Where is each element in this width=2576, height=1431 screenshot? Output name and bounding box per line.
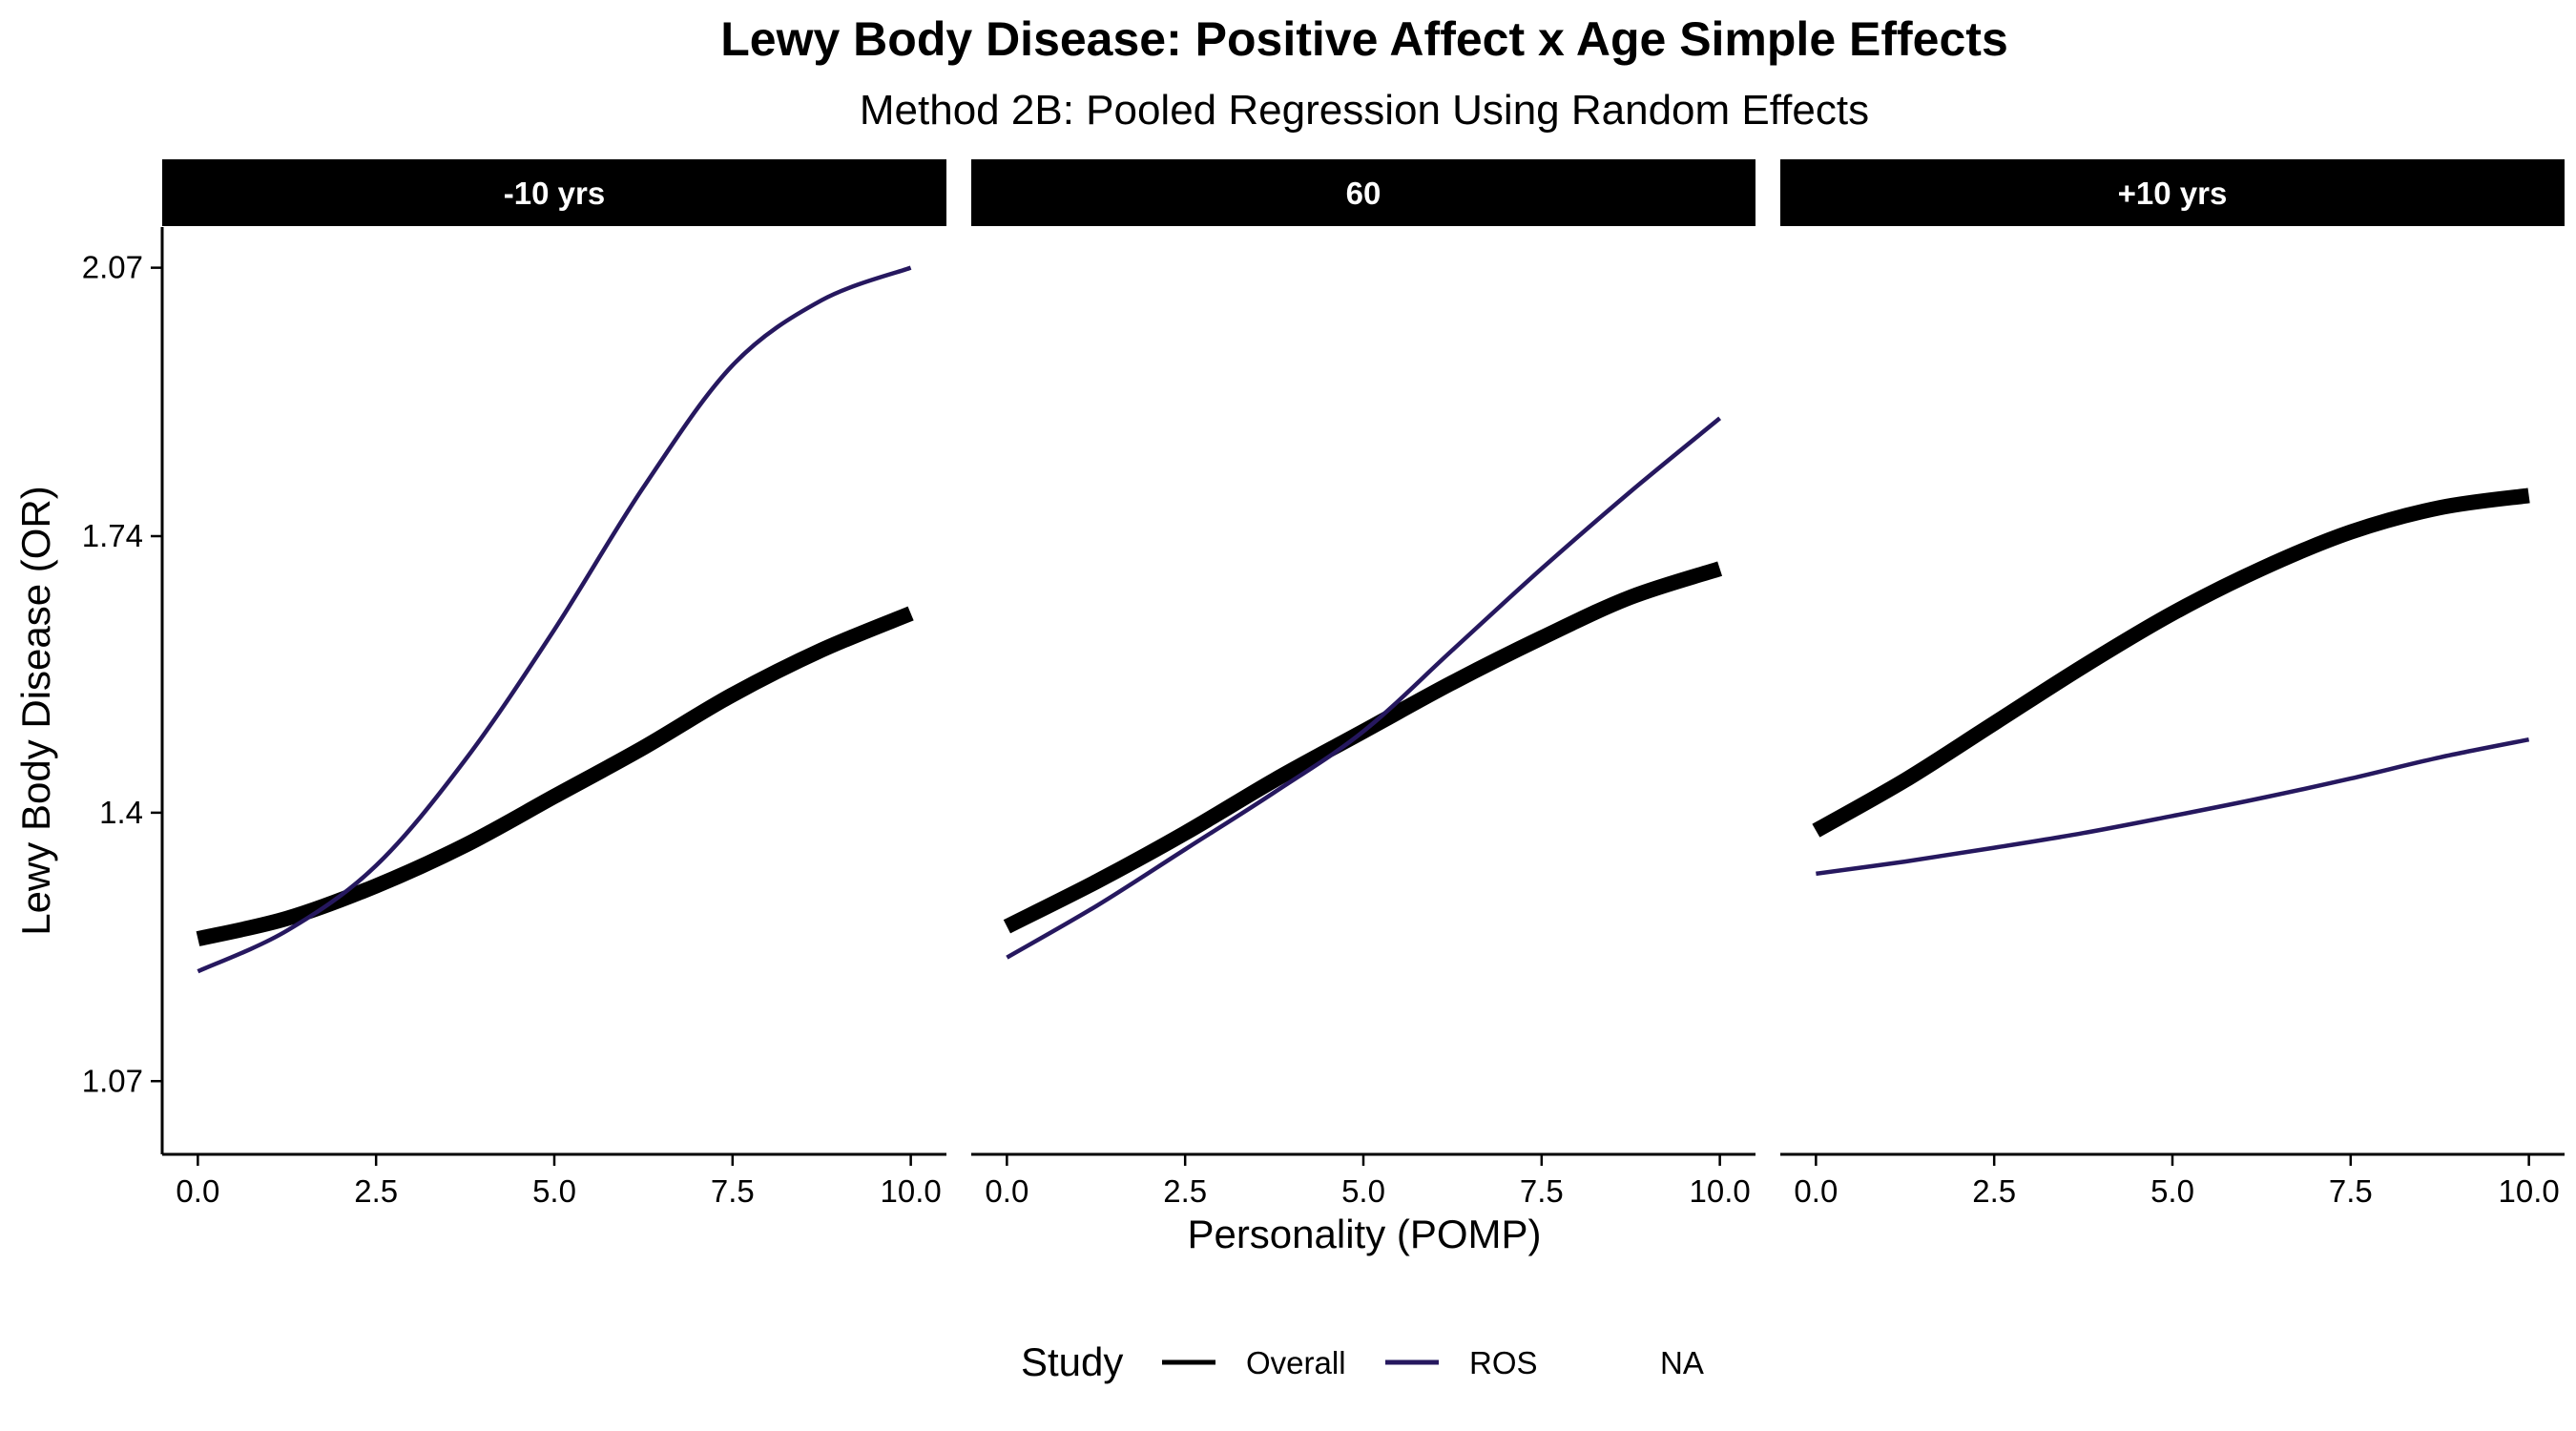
x-tick-label: 5.0: [1341, 1173, 1385, 1209]
series-line-overall: [1812, 487, 2530, 838]
facet-strip: [1780, 159, 2565, 226]
facet-strip: [162, 159, 946, 226]
x-tick-label: 0.0: [1794, 1173, 1838, 1209]
y-axis-title: Lewy Body Disease (OR): [13, 486, 58, 936]
series-line-ros: [197, 265, 912, 974]
y-tick-label: 1.07: [82, 1063, 143, 1098]
x-tick-label: 0.0: [985, 1173, 1028, 1209]
x-tick-label: 2.5: [354, 1173, 398, 1209]
x-tick-label: 10.0: [2499, 1173, 2560, 1209]
legend-item-overall: Overall: [1162, 1345, 1346, 1380]
legend: Study Overall ROS NA: [1021, 1339, 1704, 1384]
legend-label: Overall: [1246, 1345, 1346, 1380]
series-line-ros: [1816, 736, 2530, 877]
chart-subtitle: Method 2B: Pooled Regression Using Rando…: [860, 87, 1869, 134]
legend-item-na: NA: [1660, 1345, 1704, 1380]
facet-panel-1: 60 0.0 2.5 5.0 7.5 10.0: [971, 159, 1755, 1209]
facet-panel-2: +10 yrs 0.0 2.5 5.0 7.5 10.0: [1780, 159, 2565, 1209]
x-tick-label: 7.5: [711, 1173, 755, 1209]
x-tick-label: 0.0: [176, 1173, 219, 1209]
x-tick-label: 5.0: [2150, 1173, 2194, 1209]
chart-title: Lewy Body Disease: Positive Affect x Age…: [720, 12, 2008, 66]
legend-label: NA: [1660, 1345, 1704, 1380]
y-tick-label: 1.4: [99, 795, 143, 830]
legend-item-ros: ROS: [1385, 1345, 1538, 1380]
x-tick-label: 10.0: [881, 1173, 942, 1209]
facet-strip-label: +10 yrs: [2118, 176, 2228, 211]
x-tick-label: 2.5: [1972, 1173, 2016, 1209]
x-tick-label: 5.0: [532, 1173, 576, 1209]
series-line-overall: [196, 606, 914, 946]
series-line-ros: [1006, 416, 1722, 960]
facet-strip-label: -10 yrs: [504, 176, 605, 211]
facet-strip: [971, 159, 1755, 226]
y-tick-label: 1.74: [82, 518, 143, 553]
panels: -10 yrs 0.0 2.5 5.0 7.5 10.0 1.07 1.4 1.74 2.07 60…: [82, 159, 2565, 1209]
facet-strip-label: 60: [1346, 176, 1381, 211]
facet-panel-0: -10 yrs 0.0 2.5 5.0 7.5 10.0 1.07 1.4 1.74 2.07: [82, 159, 946, 1209]
legend-label: ROS: [1469, 1345, 1538, 1380]
y-tick-label: 2.07: [82, 250, 143, 285]
x-axis-title: Personality (POMP): [1187, 1212, 1541, 1256]
x-tick-label: 2.5: [1163, 1173, 1207, 1209]
x-tick-label: 10.0: [1690, 1173, 1751, 1209]
x-tick-label: 7.5: [1520, 1173, 1564, 1209]
x-tick-label: 7.5: [2329, 1173, 2373, 1209]
legend-title: Study: [1021, 1339, 1123, 1384]
series-line-overall: [1003, 561, 1723, 934]
